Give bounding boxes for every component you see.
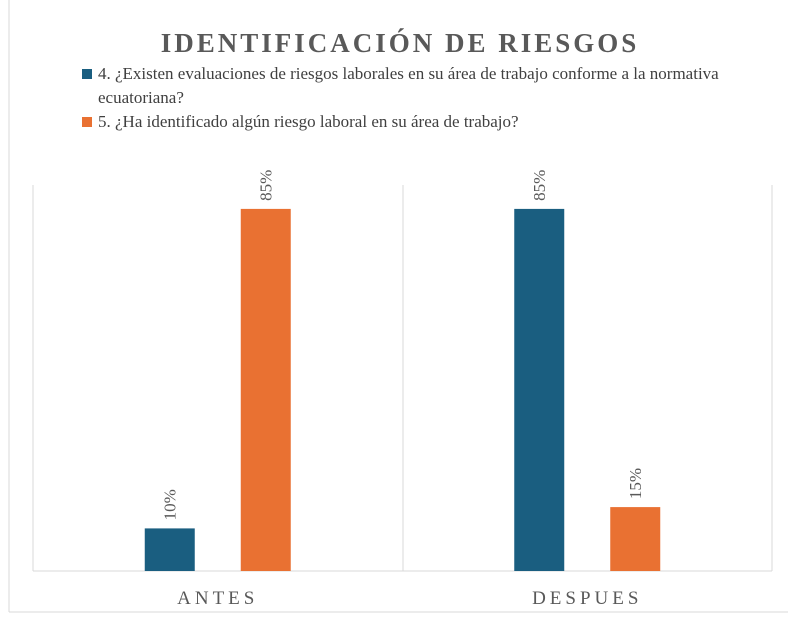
legend-entry: 5. ¿Ha identificado algún riesgo laboral… — [82, 110, 742, 134]
x-tick-label: DESPUES — [532, 588, 642, 609]
bar — [240, 208, 291, 571]
legend: 4. ¿Existen evaluaciones de riesgos labo… — [82, 62, 742, 134]
bar — [514, 208, 565, 571]
chart-title: IDENTIFICACIÓN DE RIESGOS — [161, 28, 640, 58]
bar — [144, 528, 195, 571]
data-label: 85% — [530, 170, 549, 201]
legend-entry: 4. ¿Existen evaluaciones de riesgos labo… — [82, 62, 742, 110]
x-tick-label: ANTES — [177, 588, 258, 609]
data-label: 85% — [257, 170, 276, 201]
legend-label: 4. ¿Existen evaluaciones de riesgos labo… — [98, 64, 719, 107]
legend-swatch — [82, 117, 92, 127]
bar — [610, 507, 661, 571]
data-label: 10% — [161, 489, 180, 520]
legend-label: 5. ¿Ha identificado algún riesgo laboral… — [98, 112, 519, 131]
legend-swatch — [82, 69, 92, 79]
data-label: 15% — [626, 468, 645, 499]
